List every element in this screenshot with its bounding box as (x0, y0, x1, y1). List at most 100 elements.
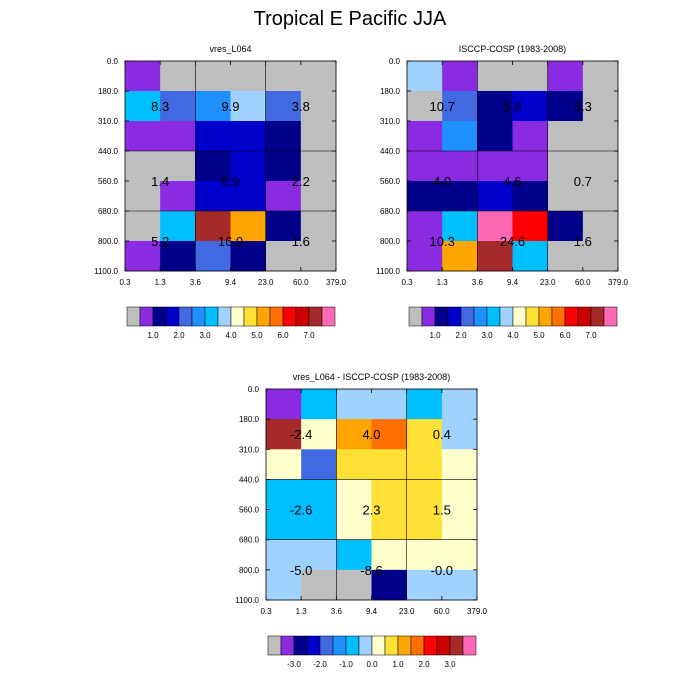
heatmap-cell (371, 389, 408, 420)
colorbar-label: 6.0 (277, 331, 289, 340)
colorbar-swatch (306, 635, 321, 656)
heatmap-cell (125, 211, 161, 242)
colorbar-label: 0.0 (366, 660, 378, 669)
heatmap-cell (441, 479, 478, 510)
panel-difference: -2.4 4.0 0.4 -2.6 2.3 1.5 -5.0 -8.6 -0.0 vres_L06… (235, 372, 487, 616)
y-tick-label: 680.0 (98, 207, 119, 216)
heatmap-cell (547, 121, 584, 152)
heatmap-cell (336, 509, 372, 541)
heatmap-cell (477, 211, 513, 242)
heatmap-cell (300, 121, 337, 152)
y-tick-label: 1100.0 (235, 596, 259, 605)
y-tick-label: 800.0 (239, 566, 260, 575)
x-tick-label: 3.6 (331, 607, 343, 616)
heatmap-cell (336, 419, 372, 450)
colorbar-label: 5.0 (533, 331, 545, 340)
summary-value: 16.0 (218, 234, 243, 249)
colorbar-swatch (447, 306, 462, 327)
heatmap-cell (266, 419, 302, 450)
heatmap-cell (265, 121, 302, 152)
colorbar-swatch (165, 306, 180, 327)
colorbar-swatch (397, 635, 412, 656)
colorbar-swatch (423, 635, 438, 656)
heatmap-cell (230, 121, 267, 152)
heatmap-cell (160, 61, 196, 92)
heatmap-cell (477, 151, 513, 182)
heatmap-cell (300, 211, 337, 242)
y-tick-label: 440.0 (239, 475, 260, 484)
colorbar-swatch (345, 635, 360, 656)
colorbar-swatch (408, 306, 423, 327)
summary-value: 1.5 (433, 503, 451, 518)
y-tick-label: 310.0 (98, 117, 119, 126)
colorbar-swatch (243, 306, 258, 327)
colorbar-isccp-cosp: 1.0 2.0 3.0 4.0 5.0 6.0 7.0 (408, 306, 618, 340)
heatmap-cell (125, 91, 161, 122)
summary-value: 6.9 (221, 174, 239, 189)
heatmap-cell (230, 91, 267, 122)
heatmap-cell (266, 509, 302, 541)
summary-value: -0.0 (431, 563, 453, 578)
heatmap-cell (407, 241, 443, 272)
colorbar-swatch (178, 306, 193, 327)
heatmap-cell (547, 211, 584, 242)
colorbar-swatch (525, 306, 540, 327)
summary-value: 8.3 (151, 99, 169, 114)
colorbar-swatch (332, 635, 347, 656)
heatmap-cell (301, 389, 337, 420)
heatmap-cell (160, 151, 196, 182)
x-tick-label: 379.0 (608, 278, 629, 287)
summary-value: 1.6 (292, 234, 310, 249)
heatmap-cell (336, 479, 372, 510)
x-tick-label: 0.3 (401, 278, 413, 287)
summary-value: 24.6 (500, 234, 525, 249)
y-tick-label: 180.0 (239, 415, 260, 424)
summary-value: -2.4 (290, 427, 312, 442)
heatmap-cell (160, 91, 196, 122)
heatmap-cell (195, 151, 231, 182)
colorbar-label: 2.0 (173, 331, 185, 340)
colorbar-swatch (460, 306, 475, 327)
colorbar-swatch (436, 635, 451, 656)
heatmap-cell (160, 121, 196, 152)
heatmap-cell (442, 91, 478, 122)
heatmap-cell (265, 241, 302, 272)
summary-value: 5.2 (151, 234, 169, 249)
panel-title: vres_L064 - ISCCP-COSP (1983-2008) (293, 372, 450, 382)
heatmap-cell (477, 91, 513, 122)
summary-value: 1.6 (574, 234, 592, 249)
panel-isccp-cosp: 10.7 5.8 3.3 4.0 4.6 0.7 10.3 24.6 1.6 ISCCP-COSP… (376, 44, 628, 287)
y-tick-label: 440.0 (380, 147, 401, 156)
colorbar-swatch (319, 635, 334, 656)
heatmap-cell (336, 539, 372, 571)
heatmap-cell (195, 211, 231, 242)
colorbar-label: 2.0 (455, 331, 467, 340)
colorbar-swatch (551, 306, 566, 327)
heatmap-cell (300, 181, 337, 212)
heatmap-cell (407, 121, 443, 152)
summary-value: 9.9 (221, 99, 239, 114)
colorbar-label: 6.0 (559, 331, 571, 340)
heatmap-cell (301, 419, 337, 450)
colorbar-swatch (308, 306, 323, 327)
heatmap-cell (582, 91, 619, 122)
x-tick-label: 9.4 (225, 278, 237, 287)
colorbar-label: 3.0 (444, 660, 456, 669)
heatmap-cell (512, 91, 549, 122)
summary-value: 10.7 (430, 99, 455, 114)
summary-value: -8.6 (360, 563, 382, 578)
colorbar-label: 3.0 (199, 331, 211, 340)
heatmap-cell (265, 61, 302, 92)
panel-vres-l064: 8.3 9.9 3.8 1.4 6.9 2.2 5.2 16.0 1.6 vres_L064 0.3… (94, 44, 346, 287)
summary-value: -5.0 (290, 563, 312, 578)
y-tick-label: 180.0 (98, 87, 119, 96)
x-tick-label: 9.4 (507, 278, 519, 287)
heatmap-cell (442, 181, 478, 212)
colorbar-swatch (267, 635, 282, 656)
panel-title: ISCCP-COSP (1983-2008) (459, 44, 566, 54)
colorbar-swatch (590, 306, 605, 327)
heatmap-cell (301, 569, 337, 601)
heatmap-cell (442, 151, 478, 182)
heatmap-cell (582, 211, 619, 242)
